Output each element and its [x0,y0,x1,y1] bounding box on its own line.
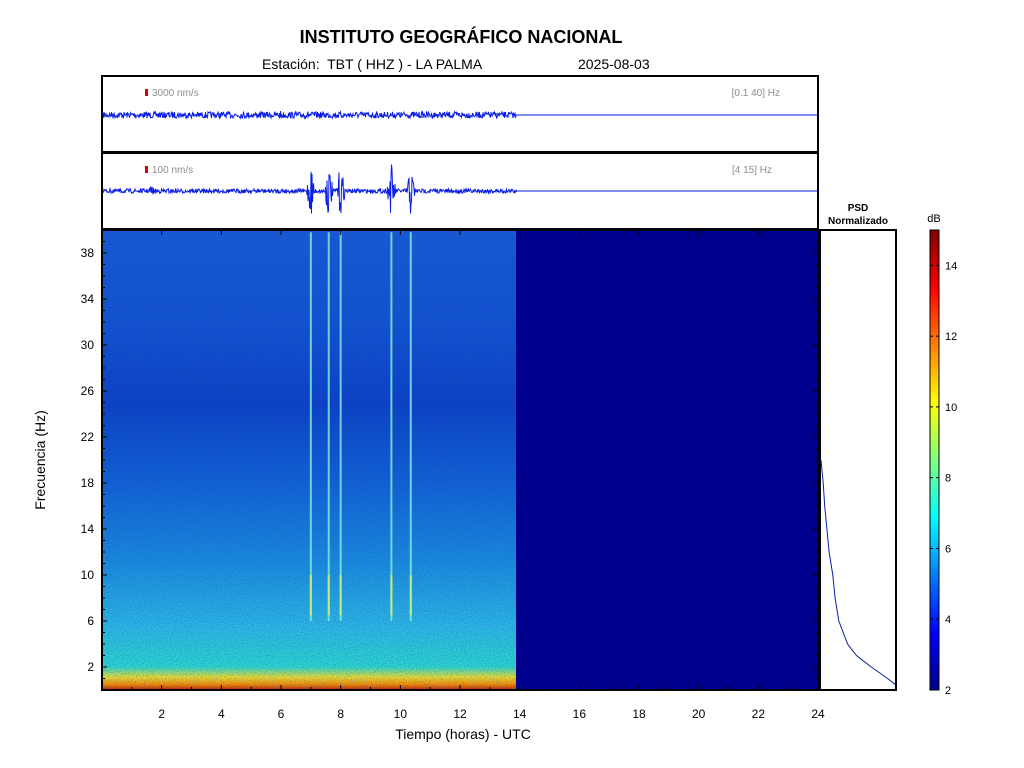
y-tick-label: 18 [81,476,95,490]
trace-panel-broadband: 3000 nm/s [0.1 40] Hz [101,75,819,153]
trace-band-label-1: [0.1 40] Hz [732,88,780,99]
colorbar-scale [929,229,940,691]
scale-marker-1 [145,89,148,96]
colorbar-tick-label: 10 [945,402,957,414]
spectrogram: 2 4 6 8 10 12 14 16 18 20 22 24 261014182226303438 … [32,229,825,742]
x-axis: 2 4 6 8 10 12 14 16 18 20 22 24 [131,230,825,721]
x-tick-label: 2 [158,707,165,721]
y-tick-label: 6 [87,614,94,628]
trace-scale-label-2: 100 nm/s [152,165,193,176]
date-label: 2025-08-03 [578,56,650,72]
psd-panel: PSD Normalizado [819,203,897,691]
waveform-path [102,164,517,214]
colorbar: dB 2 4 6 8 10 12 14 [927,213,957,697]
x-tick-label: 20 [692,707,706,721]
psd-subtitle: Normalizado [828,216,888,227]
scale-marker-2 [145,166,148,173]
colorbar-tick-label: 8 [945,473,951,485]
x-tick-label: 16 [573,707,587,721]
y-tick-label: 30 [81,338,95,352]
x-tick-label: 6 [278,707,285,721]
event-lines [309,232,412,621]
x-tick-label: 12 [453,707,467,721]
spectrogram-no-data-area [516,230,818,690]
colorbar-tick-label: 4 [945,614,951,626]
trace-scale-label-1: 3000 nm/s [152,88,199,99]
x-tick-label: 8 [337,707,344,721]
y-tick-label: 10 [81,568,95,582]
x-tick-label: 10 [394,707,408,721]
y-axis-title: Frecuencia (Hz) [32,410,48,510]
colorbar-tick-label: 14 [945,260,957,272]
x-tick-label: 14 [513,707,527,721]
waveform-trace-1 [102,110,517,120]
colorbar-tick-label: 2 [945,685,951,697]
colorbar-unit: dB [927,213,940,225]
x-tick-label: 22 [752,707,766,721]
x-tick-label: 4 [218,707,225,721]
x-axis-title: Tiempo (horas) - UTC [395,726,531,742]
y-tick-label: 26 [81,384,95,398]
psd-title: PSD [848,203,869,214]
y-tick-label: 14 [81,522,95,536]
station-label: Estación: TBT ( HHZ ) - LA PALMA [262,56,483,72]
psd-curve [820,459,896,685]
y-tick-label: 2 [87,660,94,674]
trace-panel-filtered: 100 nm/s [4 15] Hz [101,152,819,230]
y-tick-label: 38 [81,246,95,260]
x-tick-label: 24 [811,707,825,721]
y-tick-label: 22 [81,430,95,444]
colorbar-ticks: 2 4 6 8 10 12 14 [930,260,957,697]
waveform-path [102,110,517,120]
spectrogram-noise-texture [102,230,516,690]
colorbar-tick-label: 6 [945,543,951,555]
y-tick-label: 34 [81,292,95,306]
waveform-trace-2 [102,164,517,214]
colorbar-tick-label: 12 [945,331,957,343]
x-tick-label: 18 [632,707,646,721]
page-title: INSTITUTO GEOGRÁFICO NACIONAL [299,27,623,47]
trace-band-label-2: [4 15] Hz [732,165,772,176]
